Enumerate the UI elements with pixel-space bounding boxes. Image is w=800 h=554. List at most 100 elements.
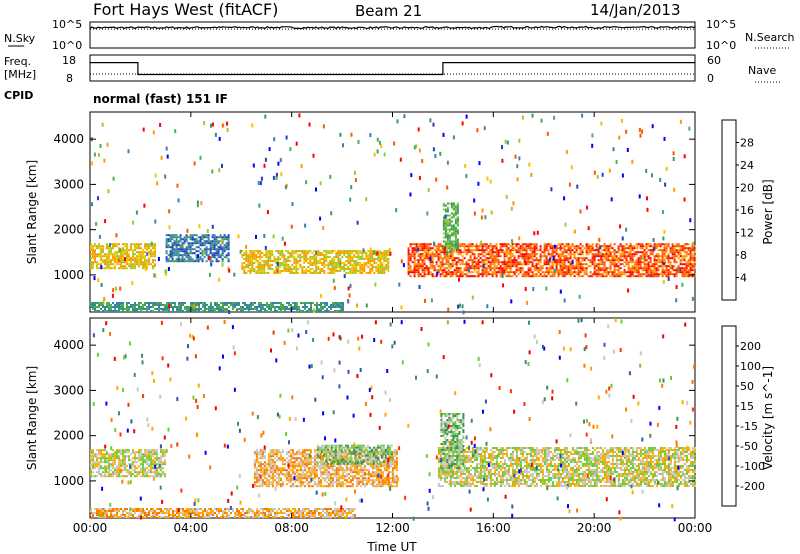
power-cell	[297, 256, 300, 258]
power-cell	[429, 243, 432, 246]
velocity-cell	[317, 481, 320, 484]
power-cell	[495, 265, 498, 268]
power-cell	[282, 304, 284, 306]
frequency-right-label: Nave	[748, 64, 776, 77]
power-cell	[144, 251, 146, 254]
power-cell	[131, 281, 134, 286]
power-cell	[148, 261, 150, 264]
power-cell	[679, 261, 682, 264]
velocity-cell	[269, 475, 272, 478]
power-cell	[637, 259, 640, 262]
power-cell	[444, 230, 447, 233]
power-cell	[443, 275, 446, 278]
velocity-cell	[130, 459, 132, 462]
power-cell	[106, 263, 108, 266]
power-cell	[511, 243, 514, 246]
power-cell	[456, 204, 459, 207]
power-cell	[491, 251, 494, 254]
power-cell	[179, 260, 182, 263]
power-cell	[124, 265, 126, 268]
power-cell	[252, 308, 254, 310]
power-cell	[220, 308, 222, 310]
power-cell	[565, 249, 568, 252]
power-cell	[629, 253, 632, 256]
velocity-cell	[297, 485, 300, 488]
power-cell	[489, 267, 492, 270]
power-cell	[467, 265, 470, 268]
power-cell	[581, 245, 584, 248]
power-cell	[100, 259, 102, 262]
power-cell	[240, 308, 242, 310]
power-cell	[423, 249, 426, 252]
power-cell	[647, 243, 650, 246]
power-cell	[220, 306, 222, 308]
power-cell	[409, 243, 412, 246]
velocity-cell	[303, 467, 306, 470]
power-cell	[279, 254, 282, 256]
power-cell	[306, 310, 308, 312]
velocity-cell	[124, 457, 126, 460]
power-cell	[657, 261, 660, 264]
power-cell	[425, 269, 428, 272]
power-cell	[407, 259, 410, 262]
power-cell	[631, 247, 634, 250]
power-cell	[132, 310, 134, 312]
power-cell	[442, 224, 445, 227]
velocity-cell	[279, 459, 282, 462]
velocity-cell	[116, 473, 118, 476]
power-cell	[124, 267, 126, 270]
power-cell	[164, 174, 167, 179]
power-cell	[140, 308, 142, 310]
power-cell	[603, 255, 606, 258]
power-cell	[190, 304, 192, 306]
power-cell	[685, 263, 688, 266]
power-cell	[317, 254, 320, 256]
power-cell	[537, 269, 540, 272]
velocity-cell	[257, 479, 260, 482]
power-cell	[571, 253, 574, 256]
power-cell	[625, 251, 628, 254]
power-cell	[661, 269, 664, 272]
power-cell	[219, 254, 222, 257]
power-cell	[327, 266, 330, 268]
velocity-cell	[305, 479, 308, 482]
power-cell	[309, 256, 312, 258]
velocity-cell	[90, 475, 92, 478]
power-cell	[452, 234, 455, 237]
power-cell	[299, 250, 302, 252]
power-cell	[450, 224, 453, 227]
power-cell	[158, 308, 160, 310]
power-cell	[226, 128, 229, 132]
power-cell	[200, 201, 203, 206]
power-cell	[649, 251, 652, 254]
velocity-cell	[255, 475, 258, 478]
power-cell	[661, 261, 664, 264]
velocity-cell	[261, 451, 264, 454]
velocity-cell	[265, 471, 268, 474]
power-cell	[675, 275, 678, 278]
power-cell	[565, 267, 568, 270]
power-cell	[431, 261, 434, 264]
power-cell	[243, 272, 246, 274]
power-cell	[532, 287, 535, 291]
velocity-cell	[307, 461, 310, 464]
power-cell	[489, 269, 492, 272]
power-cell	[439, 267, 442, 270]
power-cell	[423, 275, 426, 278]
power-cell	[465, 249, 468, 252]
velocity-cell	[156, 469, 158, 472]
power-cell	[288, 302, 290, 304]
velocity-cell	[150, 471, 152, 474]
velocity-cell	[120, 459, 122, 462]
power-cell	[509, 249, 512, 252]
power-cell	[335, 266, 338, 268]
power-cell	[361, 272, 364, 274]
velocity-cell	[138, 465, 140, 468]
power-cell	[165, 260, 168, 263]
power-cell	[427, 255, 430, 258]
power-cell	[165, 234, 168, 237]
power-cell	[456, 212, 459, 215]
power-cell	[281, 252, 284, 254]
power-cell	[505, 243, 508, 246]
power-cell	[525, 245, 528, 248]
